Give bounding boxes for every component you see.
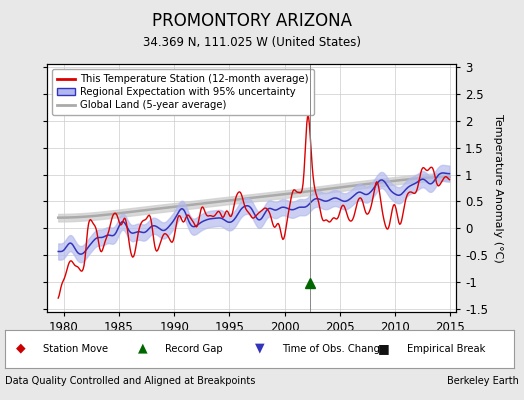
Text: Data Quality Controlled and Aligned at Breakpoints: Data Quality Controlled and Aligned at B… <box>5 376 256 386</box>
Text: ■: ■ <box>378 342 390 355</box>
Text: Berkeley Earth: Berkeley Earth <box>447 376 519 386</box>
Y-axis label: Temperature Anomaly (°C): Temperature Anomaly (°C) <box>494 114 504 262</box>
Text: ◆: ◆ <box>16 342 25 355</box>
Text: Record Gap: Record Gap <box>166 344 223 354</box>
Text: Empirical Break: Empirical Break <box>407 344 485 354</box>
Text: Station Move: Station Move <box>43 344 108 354</box>
Text: 34.369 N, 111.025 W (United States): 34.369 N, 111.025 W (United States) <box>143 36 361 49</box>
Legend: This Temperature Station (12-month average), Regional Expectation with 95% uncer: This Temperature Station (12-month avera… <box>52 69 314 115</box>
Text: ▲: ▲ <box>138 342 147 355</box>
Text: Time of Obs. Change: Time of Obs. Change <box>282 344 386 354</box>
Text: PROMONTORY ARIZONA: PROMONTORY ARIZONA <box>151 12 352 30</box>
Text: ▼: ▼ <box>255 342 264 355</box>
